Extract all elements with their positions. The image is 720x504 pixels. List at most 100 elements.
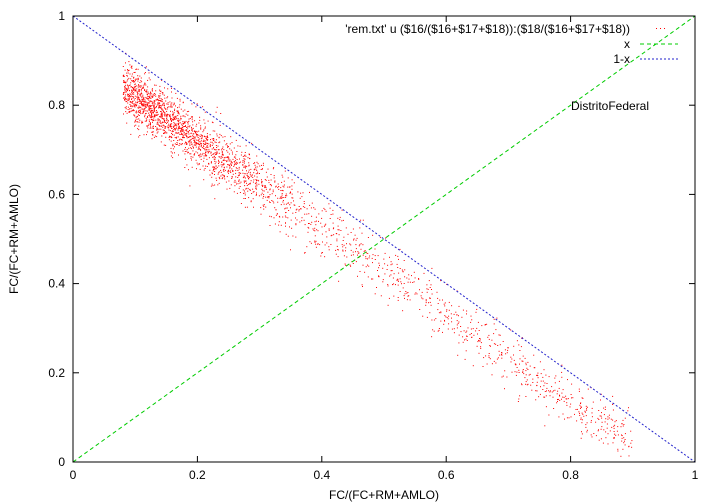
scatter-point — [219, 156, 221, 158]
scatter-point — [456, 327, 458, 329]
scatter-point — [261, 192, 263, 194]
scatter-point — [169, 125, 171, 127]
scatter-point — [211, 121, 213, 123]
scatter-point — [385, 237, 387, 239]
scatter-point — [146, 102, 148, 104]
scatter-point — [248, 197, 250, 199]
scatter-point — [144, 73, 146, 75]
scatter-point — [199, 168, 201, 170]
scatter-point — [173, 129, 175, 131]
scatter-point — [126, 89, 128, 91]
scatter-point — [350, 232, 352, 233]
scatter-point — [168, 106, 170, 108]
scatter-point — [281, 196, 283, 198]
scatter-point — [290, 191, 291, 193]
scatter-point — [528, 374, 530, 376]
scatter-point — [148, 105, 150, 107]
scatter-point — [518, 398, 520, 400]
scatter-point — [136, 99, 138, 101]
scatter-point — [135, 111, 137, 113]
scatter-point — [289, 204, 291, 206]
scatter-point — [566, 402, 568, 404]
scatter-point — [148, 99, 150, 101]
scatter-point — [152, 104, 154, 106]
scatter-point — [561, 376, 563, 378]
scatter-point — [177, 120, 179, 121]
scatter-point — [355, 244, 357, 246]
scatter-point — [360, 248, 362, 250]
scatter-point — [150, 117, 152, 119]
scatter-point — [152, 95, 154, 97]
scatter-point — [140, 102, 142, 104]
scatter-point — [178, 106, 180, 108]
scatter-point — [542, 376, 544, 378]
scatter-point — [378, 275, 379, 277]
scatter-point — [134, 81, 136, 83]
scatter-point — [328, 249, 330, 251]
scatter-point — [160, 98, 162, 100]
scatter-point — [137, 92, 139, 94]
scatter-point — [171, 102, 173, 104]
scatter-point — [387, 304, 389, 306]
scatter-point — [561, 371, 563, 373]
scatter-point — [221, 150, 223, 152]
scatter-point — [161, 113, 162, 115]
scatter-point — [144, 98, 146, 100]
scatter-point — [448, 309, 450, 311]
scatter-point — [131, 65, 133, 67]
scatter-point — [123, 81, 125, 83]
scatter-point — [306, 213, 308, 215]
scatter-point — [179, 138, 181, 140]
scatter-point — [142, 104, 144, 106]
scatter-point — [178, 127, 180, 129]
scatter-point — [137, 128, 139, 130]
scatter-point — [310, 242, 312, 244]
scatter-point — [151, 110, 153, 112]
scatter-point — [210, 162, 212, 164]
scatter-point — [300, 192, 302, 194]
scatter-point — [608, 417, 610, 419]
scatter-point — [148, 102, 150, 104]
scatter-point — [301, 220, 303, 222]
scatter-point — [437, 297, 439, 299]
scatter-point — [164, 112, 166, 114]
scatter-point — [237, 145, 239, 147]
scatter-point — [179, 100, 181, 102]
scatter-point — [491, 339, 493, 341]
scatter-point — [136, 91, 138, 93]
scatter-point — [368, 257, 370, 259]
scatter-point — [137, 107, 139, 109]
scatter-point — [602, 442, 604, 444]
scatter-point — [280, 196, 282, 198]
scatter-point — [480, 347, 482, 349]
scatter-point — [264, 179, 266, 180]
scatter-point — [129, 104, 131, 105]
scatter-point — [127, 72, 129, 74]
scatter-point — [244, 206, 246, 208]
scatter-point — [532, 378, 534, 380]
scatter-point — [308, 213, 310, 215]
scatter-point — [580, 437, 582, 439]
scatter-point — [145, 110, 147, 112]
scatter-point — [128, 70, 130, 71]
scatter-point — [586, 422, 588, 424]
scatter-point — [195, 142, 197, 144]
scatter-point — [261, 182, 263, 184]
scatter-point — [355, 261, 357, 263]
scatter-point — [586, 431, 588, 433]
scatter-point — [521, 360, 523, 362]
scatter-point — [149, 124, 151, 126]
scatter-point — [176, 97, 178, 99]
scatter-point — [130, 96, 132, 98]
scatter-point — [301, 196, 303, 198]
scatter-point — [277, 187, 279, 189]
scatter-point — [146, 97, 148, 99]
scatter-point — [446, 310, 448, 312]
scatter-point — [624, 417, 626, 419]
scatter-point — [355, 251, 356, 253]
scatter-point — [624, 433, 626, 435]
scatter-point — [148, 121, 150, 123]
scatter-point — [226, 166, 228, 168]
scatter-point — [199, 141, 201, 143]
scatter-point — [174, 143, 176, 145]
